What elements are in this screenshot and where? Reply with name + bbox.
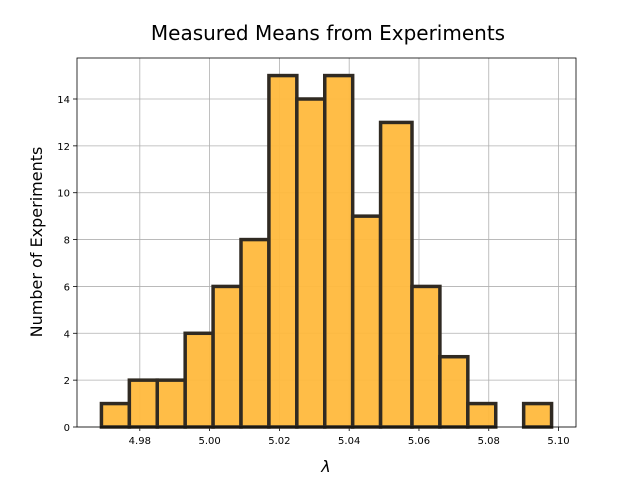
histogram-bar <box>350 214 383 429</box>
y-axis-label: Number of Experiments <box>27 147 46 338</box>
histogram-bar <box>211 284 243 429</box>
histogram-bar <box>99 401 132 429</box>
x-tick-label: 4.98 <box>129 436 151 447</box>
y-tick-label: 0 <box>64 423 70 434</box>
x-tick-label: 5.02 <box>268 436 290 447</box>
histogram-bar <box>239 237 271 429</box>
y-tick-label: 8 <box>64 236 70 247</box>
histogram-bar <box>466 401 498 429</box>
plot-frame <box>76 57 577 428</box>
histogram-bar <box>438 354 470 429</box>
histogram-bar <box>267 73 299 429</box>
y-tick-label: 6 <box>64 282 70 293</box>
histogram-bar <box>410 284 442 429</box>
histogram-bar <box>127 378 160 429</box>
y-tick-label: 10 <box>57 189 70 200</box>
histogram-bar <box>183 331 215 429</box>
y-tick-label: 2 <box>64 376 70 387</box>
x-axis-label: λ <box>320 457 330 476</box>
x-tick-label: 5.08 <box>478 436 500 447</box>
histogram-bar <box>378 120 414 429</box>
histogram-bar <box>155 378 187 429</box>
y-tick-label: 14 <box>57 95 70 106</box>
y-tick-label: 12 <box>57 142 70 153</box>
histogram-bar <box>323 73 355 429</box>
y-tick-label: 4 <box>64 329 70 340</box>
x-tick-label: 5.10 <box>547 436 569 447</box>
x-tick-label: 5.04 <box>338 436 360 447</box>
chart-title: Measured Means from Experiments <box>151 21 505 45</box>
x-tick-label: 5.00 <box>198 436 220 447</box>
histogram-bar <box>295 97 327 429</box>
histogram-bar <box>521 401 554 429</box>
x-tick-label: 5.06 <box>408 436 430 447</box>
